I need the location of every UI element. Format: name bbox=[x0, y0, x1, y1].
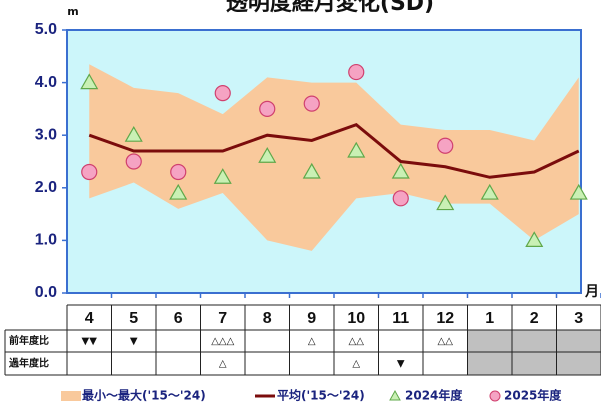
table-cell: ▼▼ bbox=[82, 336, 98, 347]
table-cell: ▼ bbox=[130, 336, 138, 347]
circle-marker bbox=[125, 153, 142, 170]
x-tick-label: 11 bbox=[392, 310, 409, 327]
x-tick-label: 7 bbox=[218, 310, 227, 327]
x-tick-label: 1 bbox=[485, 310, 494, 327]
circle-marker bbox=[348, 63, 365, 81]
y-tick-label: 5.0 bbox=[35, 21, 57, 38]
table-cell: △△ bbox=[349, 336, 365, 347]
circle-marker bbox=[170, 163, 187, 181]
x-tick-label: 12 bbox=[436, 310, 454, 327]
plot-frame bbox=[66, 29, 582, 294]
x-tick-label: 4 bbox=[85, 310, 94, 327]
y-tick-label: 2.0 bbox=[35, 179, 57, 196]
y-tick-label: 4.0 bbox=[35, 74, 57, 91]
triangle-marker bbox=[347, 141, 366, 158]
chart-title: 透明度経月変化(SD) bbox=[226, 0, 434, 16]
x-unit: 月 bbox=[584, 284, 599, 300]
legend-swatch bbox=[389, 389, 401, 401]
x-tick-label: 9 bbox=[307, 310, 316, 327]
y-tick-label: 0.0 bbox=[35, 284, 57, 301]
y-tick-label: 1.0 bbox=[35, 232, 57, 249]
x-tick-label: 5 bbox=[129, 310, 138, 327]
x-tick-label: 2 bbox=[530, 310, 539, 327]
triangle-marker bbox=[436, 194, 455, 211]
table-cell: △ bbox=[308, 336, 316, 347]
circle-marker bbox=[303, 95, 320, 112]
triangle-marker bbox=[213, 168, 232, 184]
circle-marker bbox=[392, 190, 409, 207]
triangle-marker bbox=[124, 125, 143, 142]
circle-marker bbox=[259, 100, 276, 118]
circle-marker bbox=[214, 85, 231, 102]
row-label: 前年度比 bbox=[9, 334, 49, 347]
x-tick-label: 8 bbox=[263, 310, 272, 327]
table-cell: △ bbox=[352, 359, 360, 370]
range-area bbox=[89, 64, 579, 251]
legend-label: 2024年度 bbox=[405, 388, 463, 403]
table-cell: △ bbox=[219, 359, 227, 370]
triangle-marker bbox=[569, 183, 588, 200]
triangle-marker bbox=[258, 147, 277, 163]
x-tick-label: 10 bbox=[347, 310, 365, 327]
legend-label: 最小～最大('15～'24) bbox=[82, 388, 206, 403]
circle-marker bbox=[81, 163, 98, 181]
circle-marker bbox=[437, 137, 454, 154]
table-cell: △△ bbox=[438, 336, 454, 347]
y-tick-label: 3.0 bbox=[35, 126, 57, 143]
triangle-marker bbox=[169, 183, 188, 200]
legend-swatch bbox=[489, 390, 501, 402]
average-line bbox=[88, 122, 580, 179]
triangle-marker bbox=[391, 162, 410, 179]
legend-swatch bbox=[61, 391, 81, 401]
y-unit: m bbox=[67, 5, 78, 18]
x-tick-label: 6 bbox=[174, 310, 183, 327]
table-cell: ▼ bbox=[397, 359, 405, 370]
triangle-marker bbox=[480, 183, 499, 200]
legend-label: 2025年度 bbox=[504, 388, 562, 403]
triangle-marker bbox=[525, 231, 544, 247]
legend-label: 平均('15～'24) bbox=[277, 388, 365, 403]
triangle-marker bbox=[302, 162, 321, 179]
table-cell: △△△ bbox=[211, 336, 234, 347]
row-label: 過年度比 bbox=[8, 357, 49, 370]
triangle-marker bbox=[80, 73, 99, 90]
x-tick-label: 3 bbox=[574, 310, 583, 327]
